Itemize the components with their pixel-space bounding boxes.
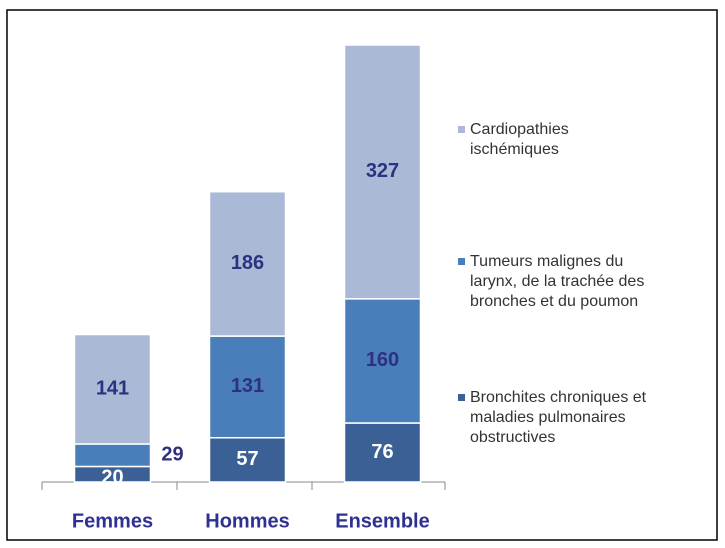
legend-item: Tumeurs malignes du larynx, de la traché… bbox=[458, 252, 708, 312]
value-label: 20 bbox=[101, 466, 123, 488]
bar-segment bbox=[73, 333, 152, 445]
legend-item: Bronchites chroniques et maladies pulmon… bbox=[458, 388, 708, 448]
bar-segment bbox=[208, 190, 287, 337]
value-label: 29 bbox=[161, 444, 183, 466]
x-tick-label: Femmes bbox=[72, 510, 153, 532]
x-tick-label: Hommes bbox=[205, 510, 289, 532]
value-label: 186 bbox=[231, 252, 264, 274]
legend-label: Tumeurs malignes du larynx, de la traché… bbox=[470, 253, 645, 310]
value-label: 76 bbox=[371, 441, 393, 463]
value-label: 57 bbox=[236, 448, 258, 470]
value-label: 160 bbox=[366, 349, 399, 371]
bar-segment bbox=[208, 335, 287, 439]
legend-swatch bbox=[458, 394, 465, 401]
legend-swatch bbox=[458, 258, 465, 265]
legend-swatch bbox=[458, 126, 465, 133]
frame bbox=[6, 9, 718, 541]
bar-segment bbox=[73, 443, 152, 468]
bar-segment bbox=[343, 422, 422, 483]
value-label: 141 bbox=[96, 378, 129, 400]
bar-segment bbox=[343, 298, 422, 424]
value-label: 327 bbox=[366, 160, 399, 182]
value-label: 131 bbox=[231, 375, 264, 397]
legend-label: Bronchites chroniques et maladies pulmon… bbox=[470, 389, 647, 446]
x-tick-label: Ensemble bbox=[335, 510, 429, 532]
legend-item: Cardiopathies ischémiques bbox=[458, 120, 708, 160]
bar-segment bbox=[343, 44, 422, 300]
legend-label: Cardiopathies ischémiques bbox=[470, 121, 569, 158]
